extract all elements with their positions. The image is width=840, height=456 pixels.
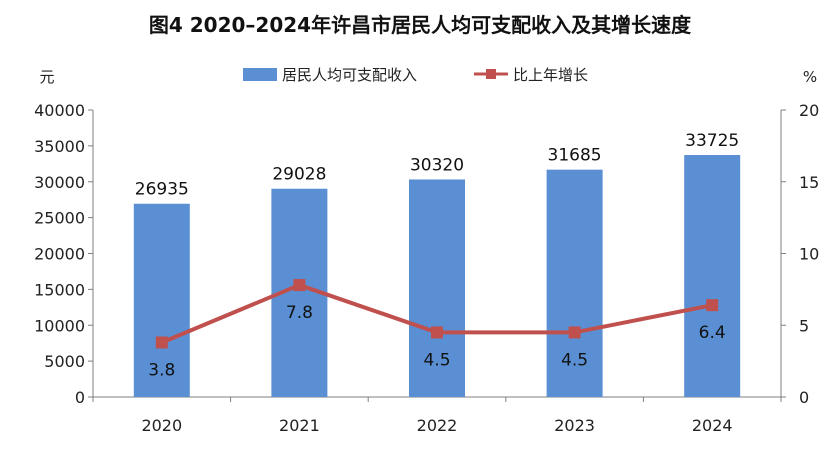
left-tick-label: 40000 <box>34 101 85 120</box>
right-axis-unit: % <box>803 68 817 86</box>
growth-point-label: 3.8 <box>148 360 175 380</box>
plot-area: 0 5000 10000 15000 20000 25000 30000 35000 40000… <box>34 101 819 435</box>
right-tick-label: 20 <box>799 101 819 120</box>
right-tick-label: 5 <box>799 316 809 335</box>
right-tick-label: 15 <box>799 173 819 192</box>
income-bar <box>546 169 603 397</box>
x-category-label: 2020 <box>141 416 182 435</box>
x-category-label: 2024 <box>692 416 733 435</box>
growth-point-label: 6.4 <box>699 323 726 343</box>
x-category-label: 2023 <box>554 416 595 435</box>
income-bar-label: 26935 <box>135 180 189 200</box>
growth-point-label: 7.8 <box>286 303 313 323</box>
legend-line-label: 比上年增长 <box>513 66 588 84</box>
left-tick-label: 0 <box>75 388 85 407</box>
x-category-label: 2022 <box>417 416 458 435</box>
growth-point-label: 4.5 <box>561 350 588 370</box>
growth-point <box>431 326 443 339</box>
legend-bar-label: 居民人均可支配收入 <box>282 66 417 84</box>
chart-title: 图4 2020–2024年许昌市居民人均可支配收入及其增长速度 <box>149 13 692 37</box>
legend-line-marker <box>486 69 496 79</box>
left-axis-unit: 元 <box>39 68 54 86</box>
left-tick-label: 25000 <box>34 209 85 228</box>
growth-point <box>293 279 306 292</box>
income-bar-label: 30320 <box>410 155 464 175</box>
growth-point <box>155 336 168 349</box>
left-tick-label: 20000 <box>34 245 85 264</box>
left-tick-label: 5000 <box>44 352 85 371</box>
growth-point <box>706 299 719 312</box>
income-bar <box>409 179 465 397</box>
left-tick-label: 15000 <box>34 280 85 299</box>
left-tick-label: 30000 <box>34 173 85 192</box>
income-bar <box>684 155 741 397</box>
legend-bar-swatch <box>243 68 277 81</box>
income-bar-label: 29028 <box>272 165 326 185</box>
x-category-label: 2021 <box>279 416 320 435</box>
income-bar-label: 33725 <box>685 131 739 151</box>
right-tick-label: 10 <box>799 245 819 264</box>
growth-point <box>568 326 581 339</box>
right-tick-label: 0 <box>799 388 809 407</box>
growth-point-label: 4.5 <box>423 350 450 370</box>
left-tick-label: 35000 <box>34 137 85 156</box>
income-bar-label: 31685 <box>548 146 602 166</box>
left-tick-label: 10000 <box>34 316 85 335</box>
income-bar <box>133 203 190 397</box>
